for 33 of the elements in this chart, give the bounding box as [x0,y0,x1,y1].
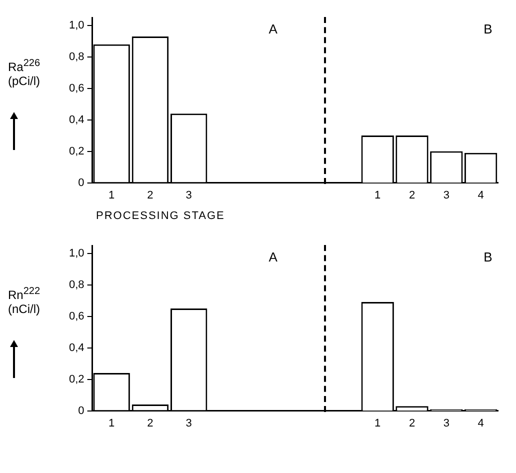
annotation: B [484,21,492,36]
annotation: B [484,249,492,264]
x-tick-label: 1 [108,189,115,202]
y-tick-label: 0,8 [68,50,84,63]
x-axis-title: PROCESSING STAGE [96,210,225,222]
y-tick-label: 0,6 [68,82,84,94]
x-tick-label: 3 [186,189,192,202]
y-axis-title: Rn$^{222}$ (nCi/l) [8,286,42,316]
y-tick-label: 0,8 [68,278,84,291]
y-tick-label: 0,2 [68,373,84,386]
y-tick-label: 1,0 [68,20,84,32]
x-tick-label: 1 [108,417,115,430]
x-tick-label: 4 [478,417,484,430]
y-axis-title: Ra$^{226}$ (pCi/l) [8,58,42,88]
x-tick-label: 3 [186,417,192,430]
x-tick-label: 2 [147,189,154,202]
annotation: A [268,250,278,265]
x-tick-label: 4 [478,189,484,202]
x-tick-label: 1 [374,189,381,202]
x-tick-label: 1 [374,417,381,430]
y-tick-label: 0,6 [68,310,84,322]
x-tick-label: 2 [408,189,416,202]
x-tick-label: 2 [147,417,154,430]
y-tick-label: 0 [78,176,84,189]
y-tick-label: 0 [78,404,84,417]
y-tick-label: 0,4 [68,114,84,126]
y-tick-label: 0,4 [68,342,84,354]
x-tick-label: 2 [408,417,416,430]
y-tick-label: 1,0 [68,248,84,260]
annotation: A [268,22,278,37]
x-tick-label: 3 [443,189,450,202]
x-tick-label: 3 [443,417,450,430]
y-tick-label: 0,2 [68,145,84,158]
